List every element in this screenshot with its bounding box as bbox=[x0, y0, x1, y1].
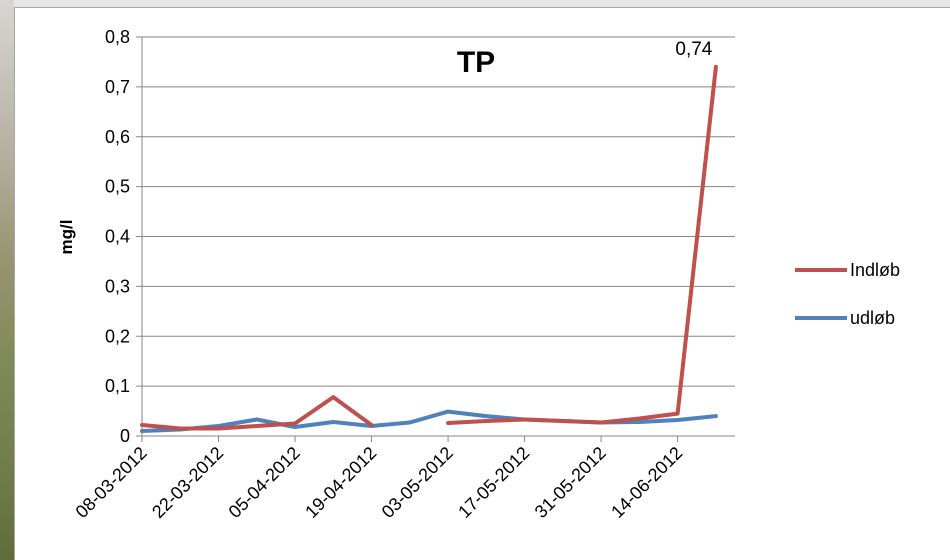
chart-title: TP bbox=[457, 46, 495, 79]
x-tick-label: 31-05-2012 bbox=[531, 443, 610, 522]
data-label: 0,74 bbox=[675, 39, 712, 60]
y-tick-labels: 0 0,1 0,2 0,3 0,4 0,5 0,6 0,7 0,8 bbox=[105, 27, 130, 446]
y-tick-label: 0,6 bbox=[105, 127, 130, 147]
x-tick-label: 22-03-2012 bbox=[148, 443, 227, 522]
y-tick-label: 0,4 bbox=[105, 227, 130, 247]
y-tick-label: 0 bbox=[120, 426, 130, 446]
background-photo-strip bbox=[0, 0, 14, 560]
x-tick-label: 14-06-2012 bbox=[607, 443, 686, 522]
x-tick-labels: 08-03-201222-03-201205-04-201219-04-2012… bbox=[72, 443, 687, 522]
background-top-strip bbox=[14, 0, 950, 7]
gridlines bbox=[136, 36, 735, 442]
y-tick-label: 0,3 bbox=[105, 276, 130, 296]
x-tick-label: 19-04-2012 bbox=[301, 443, 380, 522]
y-tick-label: 0,2 bbox=[105, 326, 130, 346]
chart-area bbox=[14, 7, 950, 560]
legend: Indløb udløb bbox=[795, 260, 900, 328]
data-labels: 0,74 bbox=[675, 39, 712, 60]
y-tick-label: 0,7 bbox=[105, 77, 130, 97]
legend-label: udløb bbox=[850, 308, 895, 328]
y-tick-label: 0,1 bbox=[105, 376, 130, 396]
y-tick-label: 0,8 bbox=[105, 27, 130, 47]
y-axis-label: mg/l bbox=[57, 220, 76, 255]
x-tick-label: 08-03-2012 bbox=[72, 443, 151, 522]
series-line-indlob bbox=[140, 64, 718, 431]
x-tick-label: 17-05-2012 bbox=[454, 443, 533, 522]
legend-label: Indløb bbox=[850, 260, 900, 280]
series-lines bbox=[140, 64, 718, 433]
y-tick-label: 0,5 bbox=[105, 177, 130, 197]
x-tick-label: 05-04-2012 bbox=[225, 443, 304, 522]
x-tick-label: 03-05-2012 bbox=[378, 443, 457, 522]
